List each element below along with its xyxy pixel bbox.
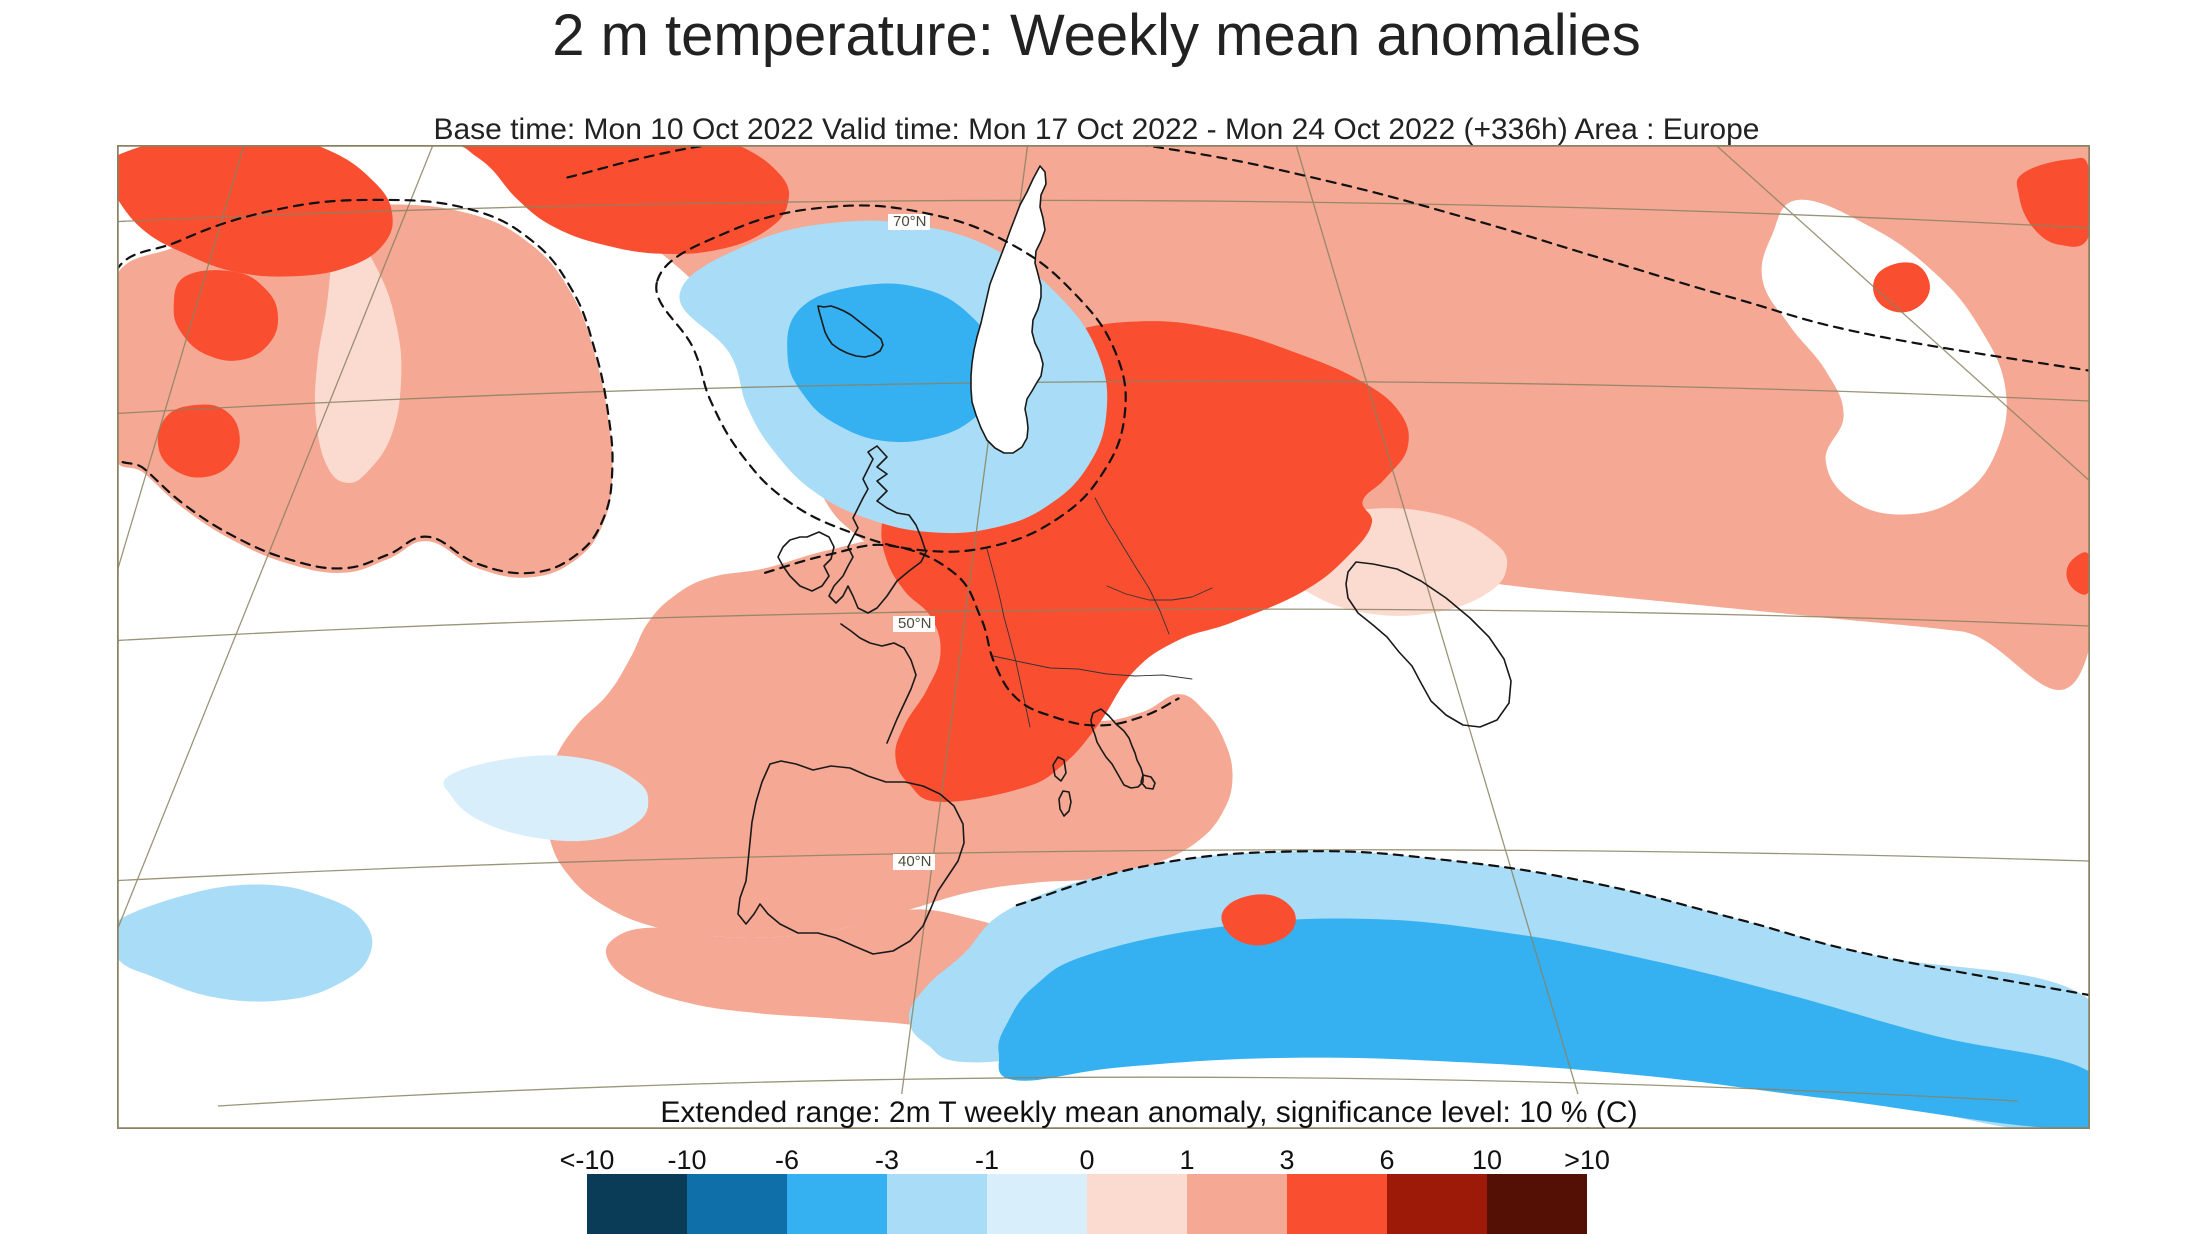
svg-text:40°N: 40°N — [898, 853, 932, 870]
svg-text:50°N: 50°N — [898, 615, 932, 632]
svg-text:70°N: 70°N — [893, 213, 927, 230]
